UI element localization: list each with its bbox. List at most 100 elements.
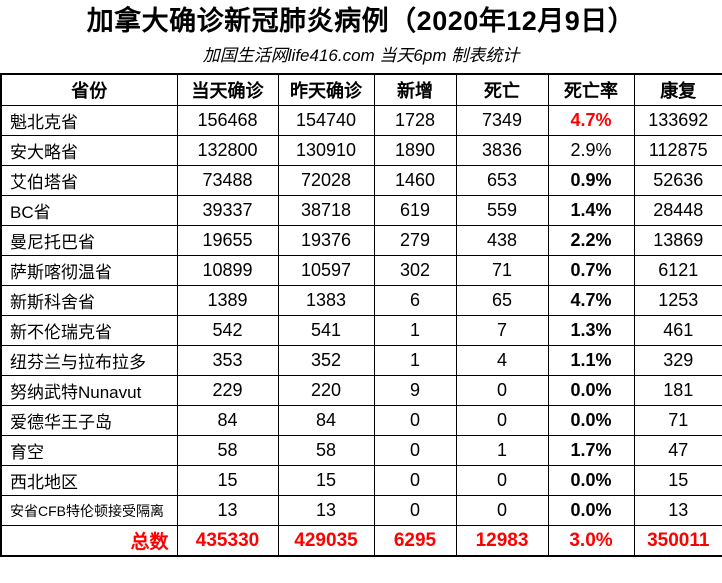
header-new: 新增 [373, 73, 457, 106]
header-province: 省份 [0, 73, 178, 106]
new-cases-cell: 302 [373, 255, 457, 286]
recovered-cell: 133692 [633, 105, 722, 136]
new-cases-cell: 619 [373, 195, 457, 226]
covid-cases-table: 省份 当天确诊 昨天确诊 新增 死亡 死亡率 康复 魁北克省 156468 15… [0, 73, 722, 557]
province-cell: 新斯科舍省 [0, 285, 178, 316]
yesterday-cell: 13 [277, 495, 375, 526]
header-deaths: 死亡 [455, 73, 549, 106]
yesterday-cell: 130910 [277, 135, 375, 166]
yesterday-cell: 10597 [277, 255, 375, 286]
death-rate-cell: 1.1% [547, 345, 635, 376]
province-cell: 曼尼托巴省 [0, 225, 178, 256]
yesterday-cell: 541 [277, 315, 375, 346]
header-death-rate: 死亡率 [547, 73, 635, 106]
table-row: 安大略省 132800 130910 1890 3836 2.9% 112875 [0, 135, 722, 166]
table-row: 安省CFB特伦顿接受隔离 13 13 0 0 0.0% 13 [0, 495, 722, 526]
deaths-cell: 3836 [455, 135, 549, 166]
province-cell: 萨斯喀彻温省 [0, 255, 178, 286]
yesterday-cell: 58 [277, 435, 375, 466]
table-header: 省份 当天确诊 昨天确诊 新增 死亡 死亡率 康复 [0, 73, 722, 106]
yesterday-cell: 19376 [277, 225, 375, 256]
province-cell: 魁北克省 [0, 105, 178, 136]
deaths-cell: 0 [455, 465, 549, 496]
header-today: 当天确诊 [176, 73, 279, 106]
today-cell: 39337 [176, 195, 279, 226]
page-title: 加拿大确诊新冠肺炎病例（2020年12月9日） [86, 6, 636, 36]
table-row: 艾伯塔省 73488 72028 1460 653 0.9% 52636 [0, 165, 722, 196]
deaths-cell: 559 [455, 195, 549, 226]
new-cases-cell: 0 [373, 465, 457, 496]
death-rate-cell: 0.0% [547, 495, 635, 526]
death-rate-cell: 4.7% [547, 105, 635, 136]
yesterday-cell: 1383 [277, 285, 375, 316]
today-cell: 229 [176, 375, 279, 406]
new-cases-cell: 279 [373, 225, 457, 256]
header-recovered: 康复 [633, 73, 722, 106]
new-cases-cell: 6 [373, 285, 457, 316]
today-cell: 15 [176, 465, 279, 496]
recovered-cell: 15 [633, 465, 722, 496]
table-footer: 总数 435330 429035 6295 12983 3.0% 350011 [0, 525, 722, 557]
new-cases-cell: 1728 [373, 105, 457, 136]
recovered-cell: 6121 [633, 255, 722, 286]
yesterday-cell: 72028 [277, 165, 375, 196]
death-rate-cell: 0.9% [547, 165, 635, 196]
yesterday-cell: 38718 [277, 195, 375, 226]
deaths-cell: 71 [455, 255, 549, 286]
province-cell: 育空 [0, 435, 178, 466]
table-row: 育空 58 58 0 1 1.7% 47 [0, 435, 722, 466]
deaths-cell: 0 [455, 495, 549, 526]
deaths-cell: 0 [455, 405, 549, 436]
today-cell: 542 [176, 315, 279, 346]
today-cell: 58 [176, 435, 279, 466]
today-cell: 1389 [176, 285, 279, 316]
recovered-cell: 1253 [633, 285, 722, 316]
death-rate-cell: 0.0% [547, 465, 635, 496]
new-cases-cell: 1460 [373, 165, 457, 196]
deaths-cell: 7 [455, 315, 549, 346]
today-cell: 13 [176, 495, 279, 526]
table-row: 新不伦瑞克省 542 541 1 7 1.3% 461 [0, 315, 722, 346]
recovered-cell: 13869 [633, 225, 722, 256]
deaths-cell: 4 [455, 345, 549, 376]
death-rate-cell: 1.7% [547, 435, 635, 466]
yesterday-cell: 220 [277, 375, 375, 406]
death-rate-cell: 0.0% [547, 375, 635, 406]
new-cases-cell: 0 [373, 405, 457, 436]
today-cell: 19655 [176, 225, 279, 256]
recovered-cell: 112875 [633, 135, 722, 166]
recovered-cell: 47 [633, 435, 722, 466]
death-rate-cell: 2.2% [547, 225, 635, 256]
today-cell: 84 [176, 405, 279, 436]
table-row: 萨斯喀彻温省 10899 10597 302 71 0.7% 6121 [0, 255, 722, 286]
today-cell: 353 [176, 345, 279, 376]
total-new-cases-cell: 6295 [373, 525, 457, 557]
total-label: 总数 [0, 525, 178, 557]
deaths-cell: 438 [455, 225, 549, 256]
deaths-cell: 1 [455, 435, 549, 466]
today-cell: 132800 [176, 135, 279, 166]
death-rate-cell: 0.0% [547, 405, 635, 436]
today-cell: 10899 [176, 255, 279, 286]
death-rate-cell: 2.9% [547, 135, 635, 166]
recovered-cell: 13 [633, 495, 722, 526]
recovered-cell: 461 [633, 315, 722, 346]
death-rate-cell: 1.3% [547, 315, 635, 346]
province-cell: 爱德华王子岛 [0, 405, 178, 436]
yesterday-cell: 84 [277, 405, 375, 436]
table-row: 纽芬兰与拉布拉多 353 352 1 4 1.1% 329 [0, 345, 722, 376]
recovered-cell: 181 [633, 375, 722, 406]
table-row: 西北地区 15 15 0 0 0.0% 15 [0, 465, 722, 496]
death-rate-cell: 1.4% [547, 195, 635, 226]
new-cases-cell: 0 [373, 495, 457, 526]
table-row: BC省 39337 38718 619 559 1.4% 28448 [0, 195, 722, 226]
deaths-cell: 65 [455, 285, 549, 316]
total-death-rate-cell: 3.0% [547, 525, 635, 557]
new-cases-cell: 1 [373, 315, 457, 346]
deaths-cell: 7349 [455, 105, 549, 136]
yesterday-cell: 154740 [277, 105, 375, 136]
total-today-cell: 435330 [176, 525, 279, 557]
table-row: 曼尼托巴省 19655 19376 279 438 2.2% 13869 [0, 225, 722, 256]
table-row: 新斯科舍省 1389 1383 6 65 4.7% 1253 [0, 285, 722, 316]
